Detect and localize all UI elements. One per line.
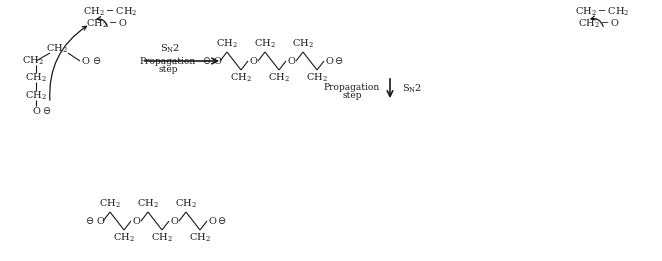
Text: $\mathregular{CH_2-O}$: $\mathregular{CH_2-O}$ [86, 18, 128, 30]
Text: $\mathregular{CH_2}$: $\mathregular{CH_2}$ [25, 72, 47, 84]
Text: $\ominus$: $\ominus$ [85, 216, 95, 227]
Text: $\ominus$: $\ominus$ [334, 56, 344, 67]
Text: $\mathregular{CH_2}$: $\mathregular{CH_2}$ [46, 43, 68, 55]
Text: $\mathregular{CH_2}$: $\mathregular{CH_2}$ [306, 72, 328, 84]
Text: $\mathregular{CH_2-CH_2}$: $\mathregular{CH_2-CH_2}$ [83, 6, 137, 18]
Text: $\ominus$: $\ominus$ [217, 216, 226, 227]
Text: $\mathregular{CH_2}$: $\mathregular{CH_2}$ [25, 90, 47, 102]
Text: $\mathregular{CH_2}$: $\mathregular{CH_2}$ [22, 55, 44, 67]
Text: $\ominus$: $\ominus$ [93, 56, 102, 67]
Text: O: O [287, 56, 295, 66]
Text: $\mathregular{CH_2}$: $\mathregular{CH_2}$ [254, 38, 276, 50]
Text: O: O [325, 56, 333, 66]
Text: $\mathregular{CH_2}$: $\mathregular{CH_2}$ [189, 232, 211, 244]
Text: $\mathregular{CH_2-CH_2}$: $\mathregular{CH_2-CH_2}$ [575, 6, 629, 18]
Text: $\mathregular{CH_2-O}$: $\mathregular{CH_2-O}$ [578, 18, 620, 30]
Text: $\ominus$: $\ominus$ [203, 56, 212, 67]
Text: O: O [170, 217, 178, 226]
Text: $\mathregular{CH_2}$: $\mathregular{CH_2}$ [230, 72, 252, 84]
Text: O: O [249, 56, 257, 66]
Text: O: O [132, 217, 140, 226]
Text: O: O [96, 217, 104, 226]
Text: $\ominus$: $\ominus$ [42, 105, 52, 116]
Text: step: step [158, 66, 178, 74]
Text: step: step [342, 92, 361, 100]
Text: Propagation: Propagation [324, 82, 380, 92]
Text: $\mathregular{CH_2}$: $\mathregular{CH_2}$ [99, 198, 121, 210]
Text: $\mathregular{CH_2}$: $\mathregular{CH_2}$ [175, 198, 197, 210]
Text: $\mathregular{S_N2}$: $\mathregular{S_N2}$ [402, 83, 422, 95]
Text: $\mathregular{CH_2}$: $\mathregular{CH_2}$ [216, 38, 238, 50]
Text: $\mathregular{S_N2}$: $\mathregular{S_N2}$ [160, 43, 180, 55]
Text: $\mathregular{CH_2}$: $\mathregular{CH_2}$ [292, 38, 314, 50]
Text: O: O [213, 56, 221, 66]
Text: O: O [32, 106, 40, 116]
Text: $\mathregular{CH_2}$: $\mathregular{CH_2}$ [137, 198, 159, 210]
Text: Propagation: Propagation [140, 56, 196, 66]
Text: O: O [208, 217, 216, 226]
Text: O: O [81, 56, 89, 66]
Text: $\mathregular{CH_2}$: $\mathregular{CH_2}$ [113, 232, 135, 244]
Text: $\mathregular{CH_2}$: $\mathregular{CH_2}$ [151, 232, 173, 244]
Text: $\mathregular{CH_2}$: $\mathregular{CH_2}$ [268, 72, 290, 84]
